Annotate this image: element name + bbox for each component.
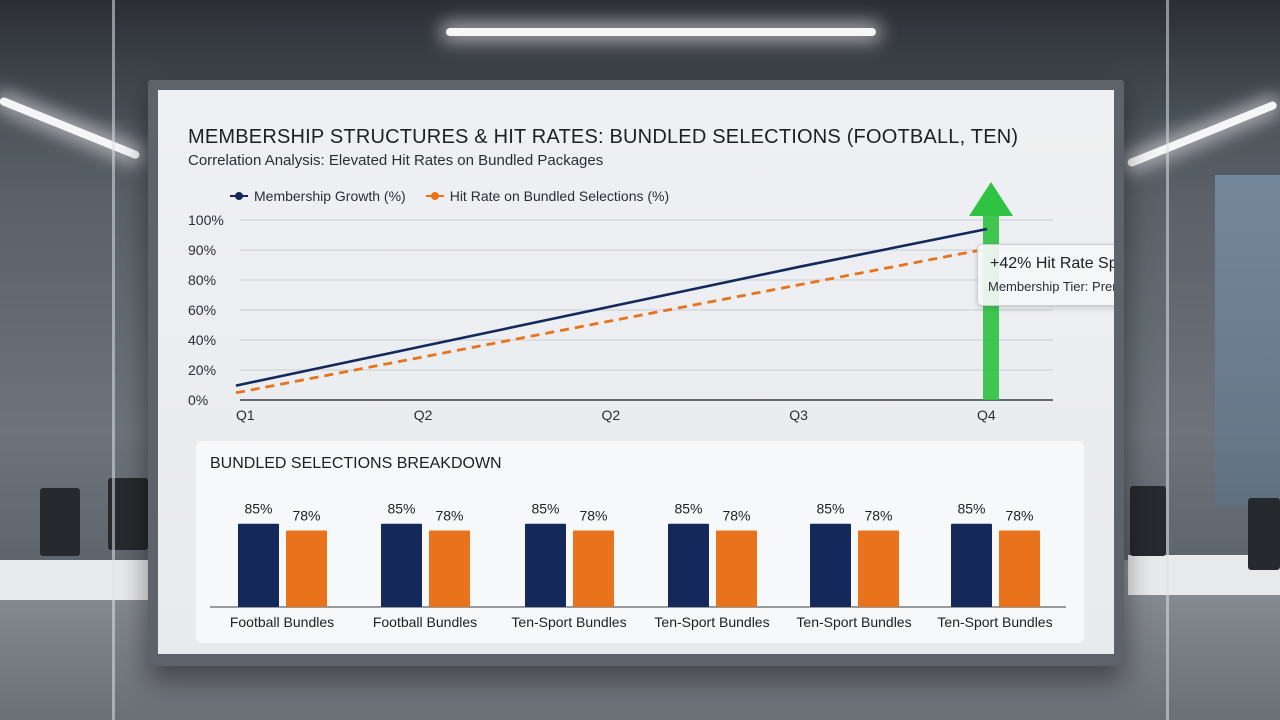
ceiling-light (446, 28, 876, 36)
bar-category-label: Football Bundles (230, 614, 334, 630)
legend-swatch-navy (230, 192, 248, 200)
bar-value-label: 85% (816, 501, 844, 517)
legend-item-hit-rate: Hit Rate on Bundled Selections (%) (425, 188, 670, 204)
bar-chart: 85% 78% Football Bundles 85% 78% Football Bun… (210, 501, 1066, 630)
bar-category-label: Football Bundles (373, 614, 477, 630)
office-window (1215, 175, 1280, 505)
bar-value-label: 85% (531, 501, 559, 517)
y-tick-label: 20% (188, 362, 216, 378)
legend-label: Hit Rate on Bundled Selections (%) (449, 188, 670, 204)
callout-title: +42% Hit Rate Spike (990, 255, 1114, 272)
x-tick-label: Q1 (236, 407, 255, 423)
legend-item-membership-growth: Membership Growth (%) (230, 188, 406, 204)
bar-navy (668, 523, 709, 607)
breakdown-title: BUNDLED SELECTIONS BREAKDOWN (210, 455, 502, 472)
bar-value-label: 78% (579, 508, 607, 524)
bar-navy (810, 523, 851, 607)
legend-label: Membership Growth (%) (254, 188, 406, 204)
x-tick-label: Q2 (414, 407, 433, 423)
x-tick-label: Q3 (789, 407, 808, 423)
office-monitor (1130, 486, 1166, 556)
spike-arrow-head (969, 182, 1013, 216)
bar-orange (286, 530, 327, 607)
bar-navy (381, 523, 422, 607)
bar-value-label: 85% (674, 501, 702, 517)
chart-subtitle: Correlation Analysis: Elevated Hit Rates… (188, 152, 604, 169)
bar-orange (716, 530, 757, 607)
callout-subtitle: Membership Tier: Premium Bundle (988, 279, 1114, 294)
bar-category-label: Ten-Sport Bundles (796, 614, 911, 630)
office-monitor (40, 488, 80, 556)
line-chart-legend: Membership Growth (%) Hit Rate on Bundle… (230, 188, 669, 204)
bar-category-label: Ten-Sport Bundles (937, 614, 1052, 630)
chart-title: MEMBERSHIP STRUCTURES & HIT RATES: BUNDL… (188, 126, 1019, 148)
bar-value-label: 78% (292, 508, 320, 524)
line-chart: 100% 90% 80% 60% 40% 20% 0% Q1 Q2 Q2 Q3 Q4 (188, 182, 1053, 423)
x-tick-label: Q4 (977, 407, 996, 423)
x-tick-label: Q2 (602, 407, 621, 423)
display-screen: MEMBERSHIP STRUCTURES & HIT RATES: BUNDL… (158, 90, 1114, 654)
office-monitor (1248, 498, 1280, 570)
bar-orange (999, 530, 1040, 607)
hit-rate-spike-callout: +42% Hit Rate Spike Membership Tier: Pre… (977, 244, 1114, 306)
bar-value-label: 78% (864, 508, 892, 524)
bar-value-label: 85% (957, 501, 985, 517)
y-tick-label: 60% (188, 302, 216, 318)
bar-orange (429, 530, 470, 607)
bundled-selections-breakdown-card: BUNDLED SELECTIONS BREAKDOWN 85% 78% Footb… (196, 441, 1084, 643)
bar-navy (951, 523, 992, 607)
glass-partition-edge (1166, 0, 1169, 720)
legend-swatch-orange (425, 192, 444, 200)
y-tick-label: 100% (188, 212, 224, 228)
y-tick-label: 90% (188, 242, 216, 258)
bar-value-label: 78% (435, 508, 463, 524)
bar-orange (858, 530, 899, 607)
bar-navy (525, 523, 566, 607)
glass-partition-edge (112, 0, 115, 720)
bar-category-label: Ten-Sport Bundles (654, 614, 769, 630)
bar-value-label: 78% (722, 508, 750, 524)
bar-orange (573, 530, 614, 607)
bar-category-label: Ten-Sport Bundles (511, 614, 626, 630)
bar-value-label: 85% (387, 501, 415, 517)
y-tick-label: 0% (188, 392, 208, 408)
office-desk (0, 560, 150, 600)
bar-value-label: 85% (244, 501, 272, 517)
bar-navy (238, 523, 279, 607)
display-panel: MEMBERSHIP STRUCTURES & HIT RATES: BUNDL… (148, 80, 1124, 666)
y-tick-label: 40% (188, 332, 216, 348)
bar-value-label: 78% (1005, 508, 1033, 524)
y-tick-label: 80% (188, 272, 216, 288)
series-line-membership-growth (235, 227, 988, 387)
